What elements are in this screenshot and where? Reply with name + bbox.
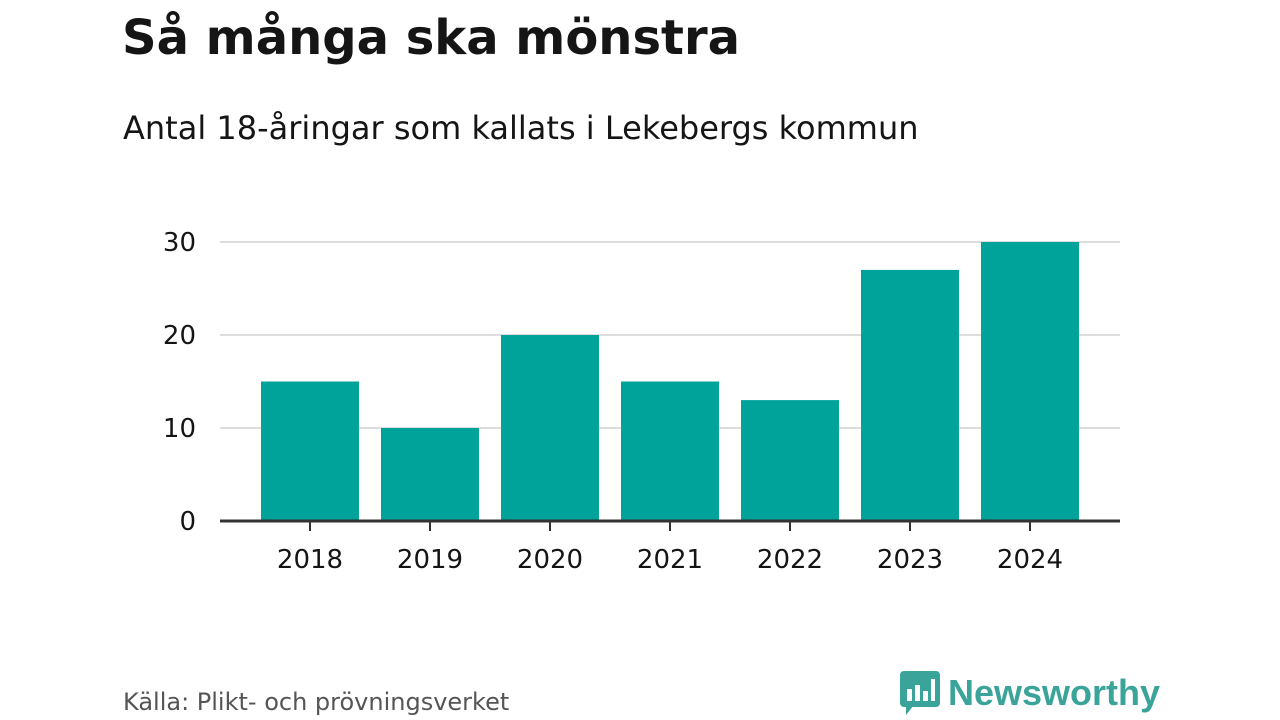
x-tick-label-2024: 2024 (997, 545, 1063, 575)
brand-logo[interactable]: Newsworthy (900, 669, 1160, 717)
brand-name: Newsworthy (948, 672, 1161, 713)
bar-2019 (381, 428, 479, 521)
bar-2023 (861, 269, 959, 521)
x-tick-label-2020: 2020 (517, 545, 583, 575)
bar-2021 (621, 381, 719, 521)
axes (220, 519, 1120, 531)
chart-subtitle: Antal 18-åringar som kallats i Lekebergs… (123, 109, 919, 147)
x-tick-label-2022: 2022 (757, 545, 823, 575)
bars (261, 242, 1079, 521)
x-tick-label-2019: 2019 (397, 545, 463, 575)
x-tick-label-2021: 2021 (637, 545, 703, 575)
newsworthy-logo-icon (900, 671, 940, 715)
bar-2024 (981, 242, 1079, 521)
bar-2020 (501, 335, 599, 521)
y-tick-label: 20 (163, 321, 196, 351)
x-tick-label-2023: 2023 (877, 545, 943, 575)
y-tick-label: 10 (163, 414, 196, 444)
source-note: Källa: Plikt- och prövningsverket (123, 688, 510, 716)
chart-title: Så många ska mönstra (122, 10, 741, 66)
tick-labels: 0 10 20 30 2018 2019 2020 2021 2022 2023 2024 (163, 228, 1063, 575)
y-tick-label: 30 (163, 228, 196, 258)
bar-2018 (261, 381, 359, 521)
y-tick-label: 0 (179, 507, 196, 537)
x-tick-label-2018: 2018 (277, 545, 343, 575)
bar-2022 (741, 400, 839, 521)
